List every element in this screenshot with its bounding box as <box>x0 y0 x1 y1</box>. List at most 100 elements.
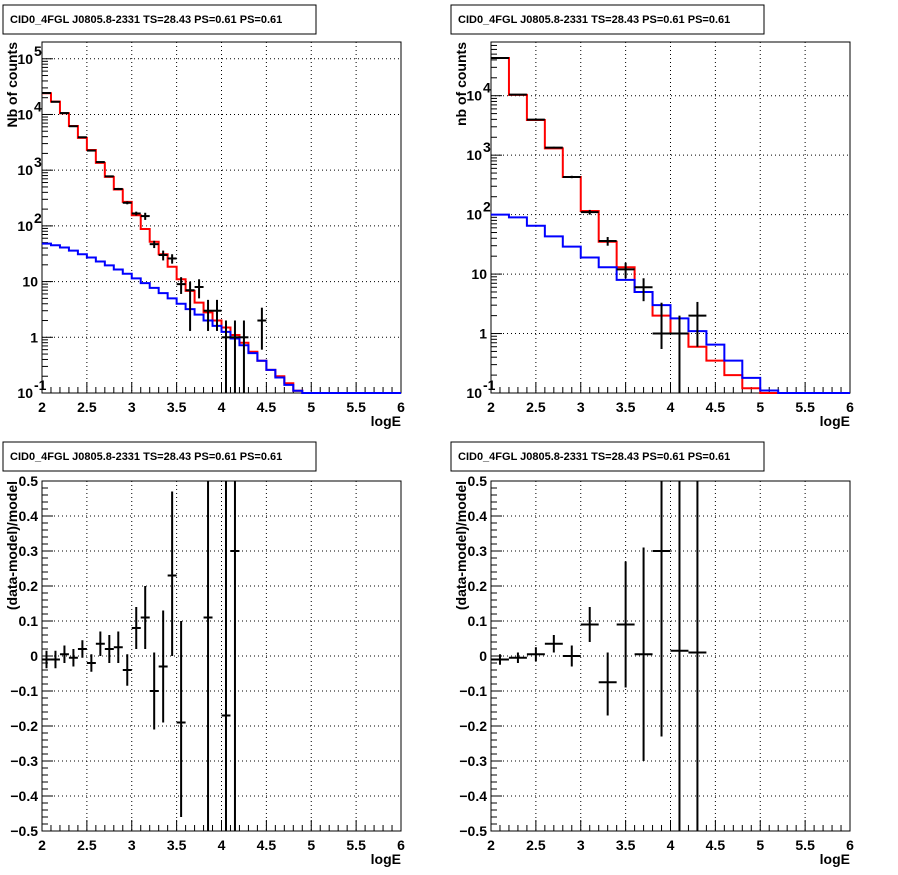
y-tick-exponent: 5 <box>34 43 42 59</box>
x-axis-title: logE <box>371 413 401 429</box>
x-tick-label: 5.5 <box>346 837 366 853</box>
x-axis-title: logE <box>820 413 850 429</box>
x-tick-label: 2 <box>38 837 46 853</box>
chart-title-box <box>450 4 765 35</box>
data-point <box>652 302 671 349</box>
data-point <box>562 175 581 179</box>
data-point <box>230 320 240 393</box>
y-tick-label: 10 <box>17 385 33 401</box>
y-tick-exponent: 2 <box>483 199 491 215</box>
data-point <box>580 209 599 215</box>
y-tick-exponent: -1 <box>483 377 496 393</box>
y-tick-label: 1 <box>479 326 487 342</box>
data-point <box>86 149 96 152</box>
y-tick-exponent: 4 <box>483 80 491 96</box>
y-tick-label: −0.3 <box>459 753 487 769</box>
y-tick-label: −0.2 <box>10 718 38 734</box>
x-tick-label: 3 <box>128 399 136 415</box>
data-point <box>176 621 186 817</box>
y-tick-label: 0.3 <box>19 543 39 559</box>
x-tick-label: 4.5 <box>257 399 277 415</box>
y-tick-label: −0.5 <box>459 823 487 839</box>
data-point <box>131 607 141 649</box>
data-point <box>598 237 617 246</box>
chart-panel-bottom-right: CID0_4FGL J0805.8-2331 TS=28.43 PS=0.61 … <box>450 441 854 867</box>
data-point <box>616 561 635 688</box>
y-tick-label: −0.3 <box>10 753 38 769</box>
data-point <box>122 654 132 686</box>
y-tick-label: 10 <box>466 147 482 163</box>
data-point <box>544 146 563 149</box>
data-point <box>652 481 671 737</box>
data-point <box>634 278 653 302</box>
x-tick-label: 5 <box>756 837 764 853</box>
data-point <box>688 301 707 347</box>
data-point <box>526 118 545 121</box>
y-tick-label: 0.5 <box>468 473 488 489</box>
y-tick-label: 1 <box>30 329 38 345</box>
x-axis-title: logE <box>820 851 850 867</box>
chart-panel-top-left: CID0_4FGL J0805.8-2331 TS=28.43 PS=0.61 … <box>2 4 405 429</box>
x-tick-label: 3 <box>577 837 585 853</box>
data-point <box>122 201 132 205</box>
y-tick-exponent: -1 <box>34 377 47 393</box>
data-point <box>68 649 78 667</box>
data-point <box>86 654 96 672</box>
x-tick-label: 2 <box>38 399 46 415</box>
y-tick-label: 0.2 <box>468 578 488 594</box>
data-point <box>42 650 51 669</box>
y-tick-label: −0.1 <box>10 683 38 699</box>
y-tick-label: 0.4 <box>19 508 39 524</box>
x-tick-label: 4 <box>667 837 675 853</box>
y-tick-label: 10 <box>17 218 33 234</box>
y-tick-label: −0.5 <box>10 823 38 839</box>
x-tick-label: 6 <box>397 837 405 853</box>
data-point <box>508 652 527 663</box>
data-point <box>688 481 707 831</box>
x-tick-label: 5 <box>756 399 764 415</box>
data-point <box>194 279 204 299</box>
data-point <box>95 631 105 656</box>
y-tick-label: 0.5 <box>19 473 39 489</box>
data-point <box>113 187 123 191</box>
chart-title-box <box>450 441 765 472</box>
data-point <box>167 254 177 264</box>
y-tick-label: 10 <box>17 162 33 178</box>
y-tick-label: 10 <box>17 51 33 67</box>
data-point <box>104 175 114 178</box>
y-tick-label: 10 <box>22 274 38 290</box>
x-tick-label: 2.5 <box>526 837 546 853</box>
x-tick-label: 3.5 <box>167 837 187 853</box>
x-tick-label: 5 <box>307 837 315 853</box>
data-point <box>104 635 114 663</box>
data-point <box>212 299 222 331</box>
data-point <box>158 610 168 723</box>
data-point <box>221 320 231 393</box>
chart-title: CID0_4FGL J0805.8-2331 TS=28.43 PS=0.61 … <box>458 14 730 26</box>
x-tick-label: 2.5 <box>77 399 97 415</box>
chart-title: CID0_4FGL J0805.8-2331 TS=28.43 PS=0.61 … <box>10 14 282 26</box>
chart-title: CID0_4FGL J0805.8-2331 TS=28.43 PS=0.61 … <box>458 451 730 463</box>
chart-title: CID0_4FGL J0805.8-2331 TS=28.43 PS=0.61 … <box>10 451 282 463</box>
series-background-model <box>42 242 401 394</box>
y-tick-label: −0.1 <box>459 683 487 699</box>
x-tick-label: 5 <box>307 399 315 415</box>
data-point <box>239 320 249 393</box>
series-background-model <box>491 213 850 394</box>
data-point <box>50 650 60 669</box>
data-point <box>185 281 195 331</box>
chart-title-box <box>2 441 317 472</box>
data-point <box>562 645 581 667</box>
data-point <box>221 481 231 831</box>
x-tick-label: 6 <box>846 399 854 415</box>
y-tick-label: 0.3 <box>468 543 488 559</box>
y-tick-exponent: 4 <box>34 98 42 114</box>
x-tick-label: 5.5 <box>346 399 366 415</box>
y-tick-label: −0.4 <box>459 788 487 804</box>
x-tick-label: 4.5 <box>257 837 277 853</box>
x-tick-label: 5.5 <box>795 399 815 415</box>
data-point <box>491 654 509 665</box>
x-axis-title: logE <box>371 851 401 867</box>
chart-panel-bottom-left: CID0_4FGL J0805.8-2331 TS=28.43 PS=0.61 … <box>2 441 405 867</box>
y-tick-label: 0 <box>30 648 38 664</box>
